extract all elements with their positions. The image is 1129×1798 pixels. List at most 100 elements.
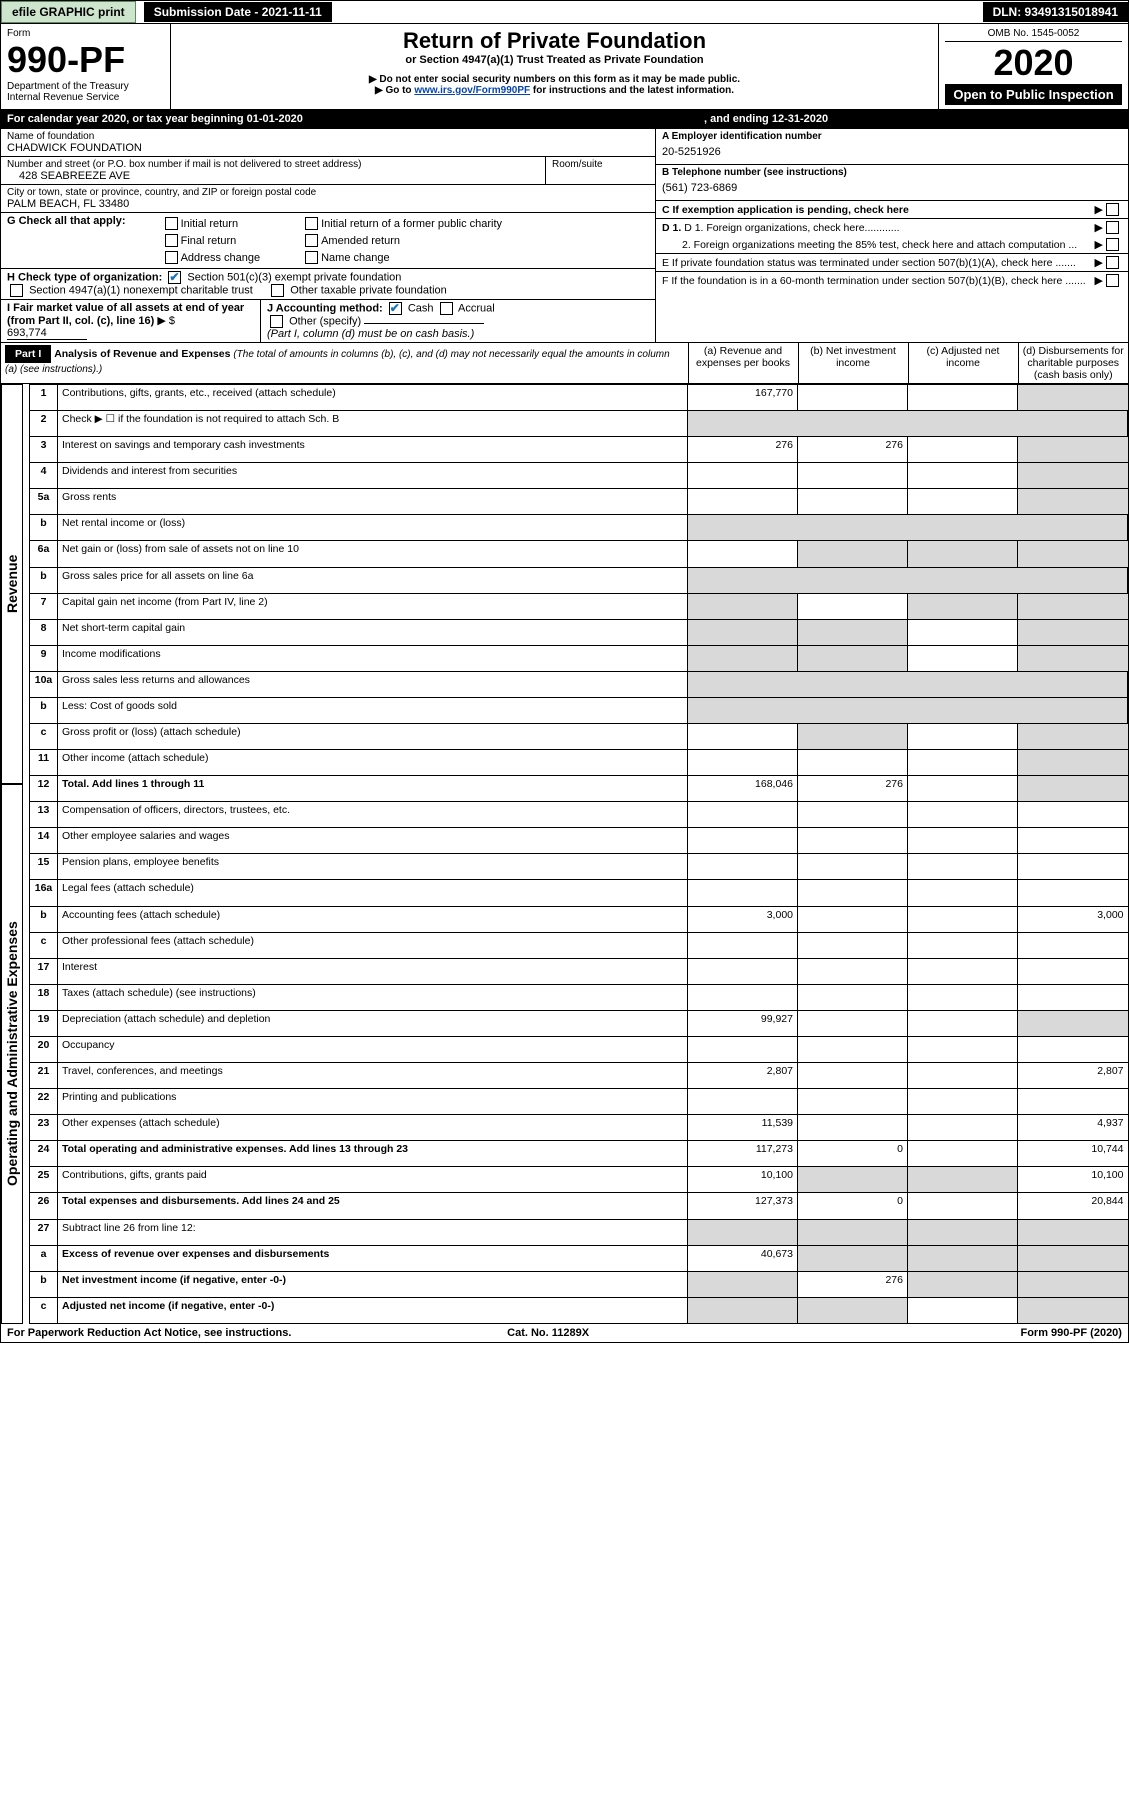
- g-initial-return-checkbox[interactable]: [165, 217, 178, 230]
- room-block: Room/suite: [545, 157, 655, 184]
- table-row: 2Check ▶ ☐ if the foundation is not requ…: [30, 411, 1128, 437]
- d2-block: 2. Foreign organizations meeting the 85%…: [656, 236, 1128, 254]
- g-address-change-checkbox[interactable]: [165, 251, 178, 264]
- row-description: Dividends and interest from securities: [58, 463, 688, 489]
- form-number: 990-PF: [7, 39, 164, 81]
- amount-cell: [798, 984, 908, 1010]
- irs-link[interactable]: www.irs.gov/Form990PF: [414, 85, 530, 96]
- amount-cell: 3,000: [1018, 906, 1128, 932]
- row-number: 6a: [30, 541, 58, 567]
- amount-cell: [1018, 645, 1128, 671]
- amount-cell: 40,673: [688, 1245, 798, 1271]
- row-description: Net gain or (loss) from sale of assets n…: [58, 541, 688, 567]
- amount-cell: [798, 619, 908, 645]
- amount-cell: [798, 958, 908, 984]
- row-number: 25: [30, 1167, 58, 1193]
- row-description: Depreciation (attach schedule) and deple…: [58, 1010, 688, 1036]
- row-number: 2: [30, 411, 58, 437]
- table-row: 12Total. Add lines 1 through 11168,04627…: [30, 776, 1128, 802]
- footer-center: Cat. No. 11289X: [507, 1327, 589, 1339]
- row-description: Net short-term capital gain: [58, 619, 688, 645]
- table-row: aExcess of revenue over expenses and dis…: [30, 1245, 1128, 1271]
- amount-cell: [798, 463, 908, 489]
- amount-cell: [688, 724, 798, 750]
- amount-cell: [1018, 724, 1128, 750]
- amount-cell: [908, 1089, 1018, 1115]
- j-note: (Part I, column (d) must be on cash basi…: [267, 328, 474, 340]
- row-number: 15: [30, 854, 58, 880]
- table-row: 26Total expenses and disbursements. Add …: [30, 1193, 1128, 1219]
- h-opt3: Other taxable private foundation: [290, 284, 447, 296]
- table-row: 27Subtract line 26 from line 12:: [30, 1219, 1128, 1245]
- amount-cell: [908, 802, 1018, 828]
- row-number: c: [30, 932, 58, 958]
- amount-cell: [1018, 1245, 1128, 1271]
- amount-cell: [688, 802, 798, 828]
- amount-cell: 3,000: [688, 906, 798, 932]
- table-row: 20Occupancy: [30, 1036, 1128, 1062]
- amount-cell: [908, 593, 1018, 619]
- row-number: 12: [30, 776, 58, 802]
- g-final-return-checkbox[interactable]: [165, 234, 178, 247]
- amount-cell: [798, 645, 908, 671]
- row-description: Adjusted net income (if negative, enter …: [58, 1297, 688, 1323]
- form-label: Form: [7, 28, 164, 39]
- i-val-prefix: ▶ $: [157, 315, 175, 327]
- e-checkbox[interactable]: [1106, 256, 1119, 269]
- tax-year: 2020: [945, 42, 1122, 84]
- j-accrual-checkbox[interactable]: [440, 302, 453, 315]
- row-description: Net rental income or (loss): [58, 515, 688, 541]
- amount-cell: [1018, 750, 1128, 776]
- amount-cell: [908, 854, 1018, 880]
- h-501c3-checkbox[interactable]: [168, 271, 181, 284]
- table-row: 14Other employee salaries and wages: [30, 828, 1128, 854]
- table-row: 6aNet gain or (loss) from sale of assets…: [30, 541, 1128, 567]
- col-b-header: (b) Net investment income: [798, 343, 908, 384]
- d1-checkbox[interactable]: [1106, 221, 1119, 234]
- row-description: Gross rents: [58, 489, 688, 515]
- g-opt: Initial return of a former public charit…: [321, 218, 502, 230]
- amount-cell: [688, 1297, 798, 1323]
- amount-cell: 2,807: [688, 1063, 798, 1089]
- amount-cell: [908, 776, 1018, 802]
- row-number: 9: [30, 645, 58, 671]
- amount-cell: [908, 1141, 1018, 1167]
- c-checkbox[interactable]: [1106, 203, 1119, 216]
- amount-cell: [1018, 854, 1128, 880]
- g-initial-former-checkbox[interactable]: [305, 217, 318, 230]
- form-header: Form 990-PF Department of the Treasury I…: [1, 24, 1128, 110]
- g-name-change-checkbox[interactable]: [305, 251, 318, 264]
- j-cash-checkbox[interactable]: [389, 302, 402, 315]
- f-block: F If the foundation is in a 60-month ter…: [656, 272, 1128, 289]
- amount-cell: [1018, 541, 1128, 567]
- col-c-header: (c) Adjusted net income: [908, 343, 1018, 384]
- efile-print-button[interactable]: efile GRAPHIC print: [1, 1, 136, 23]
- row-number: 27: [30, 1219, 58, 1245]
- amount-cell: [798, 1063, 908, 1089]
- row-description: Other employee salaries and wages: [58, 828, 688, 854]
- row-number: b: [30, 1271, 58, 1297]
- table-row: bNet investment income (if negative, ent…: [30, 1271, 1128, 1297]
- d2-checkbox[interactable]: [1106, 238, 1119, 251]
- row-description: Pension plans, employee benefits: [58, 854, 688, 880]
- revenue-sidelabel: Revenue: [1, 384, 23, 784]
- amount-cell: [908, 1245, 1018, 1271]
- table-row: cGross profit or (loss) (attach schedule…: [30, 724, 1128, 750]
- row-number: 11: [30, 750, 58, 776]
- f-checkbox[interactable]: [1106, 274, 1119, 287]
- amount-cell: [908, 463, 1018, 489]
- footer-right: Form 990-PF (2020): [1020, 1327, 1121, 1339]
- amount-cell: [1018, 802, 1128, 828]
- row-description: Gross sales less returns and allowances: [58, 671, 688, 697]
- h-other-taxable-checkbox[interactable]: [271, 284, 284, 297]
- g-amended-return-checkbox[interactable]: [305, 234, 318, 247]
- amount-cell: [688, 489, 798, 515]
- amount-cell: [1018, 958, 1128, 984]
- h-4947-checkbox[interactable]: [10, 284, 23, 297]
- j-other-label: Other (specify): [289, 315, 361, 327]
- table-row: 19Depreciation (attach schedule) and dep…: [30, 1010, 1128, 1036]
- amount-cell: [908, 1167, 1018, 1193]
- open-inspection: Open to Public Inspection: [945, 84, 1122, 105]
- e-label: E If private foundation status was termi…: [662, 257, 1095, 269]
- j-other-checkbox[interactable]: [270, 315, 283, 328]
